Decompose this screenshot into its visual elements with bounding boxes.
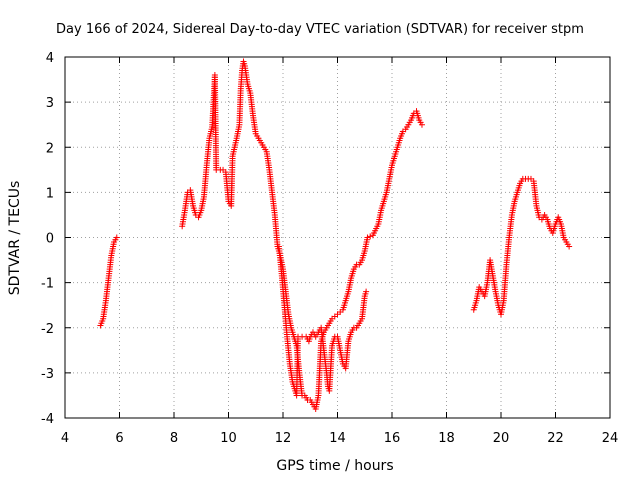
x-tick-label: 20 xyxy=(493,431,510,446)
x-tick-label: 8 xyxy=(170,431,178,446)
x-tick-label: 16 xyxy=(384,431,401,446)
x-axis-label: GPS time / hours xyxy=(276,458,393,474)
y-tick-label: -2 xyxy=(41,322,54,337)
data-point xyxy=(566,243,573,250)
x-tick-label: 24 xyxy=(602,431,619,446)
y-axis-label: SDTVAR / TECUs xyxy=(7,181,23,296)
data-point xyxy=(364,234,371,241)
grid-layer xyxy=(65,57,610,418)
segment-4 xyxy=(470,175,573,318)
x-tick-label: 4 xyxy=(61,431,69,446)
x-tick-label: 10 xyxy=(220,431,237,446)
x-tick-label: 18 xyxy=(438,431,455,446)
segment-2 xyxy=(179,58,425,412)
data-point xyxy=(363,288,370,295)
x-tick-label: 12 xyxy=(275,431,292,446)
y-tick-label: -4 xyxy=(41,412,54,427)
y-tick-label: -1 xyxy=(41,277,54,292)
y-tick-label: 1 xyxy=(46,186,54,201)
y-tick-label: 0 xyxy=(46,232,54,247)
data-point xyxy=(418,121,425,128)
data-points xyxy=(97,58,573,412)
y-tick-label: 4 xyxy=(46,51,54,66)
x-tick-label: 14 xyxy=(329,431,346,446)
x-tick-label: 22 xyxy=(547,431,564,446)
data-point xyxy=(113,234,120,241)
y-tick-label: 3 xyxy=(46,96,54,111)
y-tick-label: 2 xyxy=(46,141,54,156)
segment-3 xyxy=(275,243,370,399)
segment-1 xyxy=(97,234,120,329)
chart-title: Day 166 of 2024, Sidereal Day-to-day VTE… xyxy=(56,22,584,37)
y-axis: 4 3 2 1 0 -1 -2 -3 -4 xyxy=(41,51,610,427)
x-tick-label: 6 xyxy=(115,431,123,446)
x-axis: 4 6 8 10 12 14 16 18 20 22 24 xyxy=(61,57,618,446)
data-point xyxy=(367,233,374,240)
y-tick-label: -3 xyxy=(41,367,54,382)
